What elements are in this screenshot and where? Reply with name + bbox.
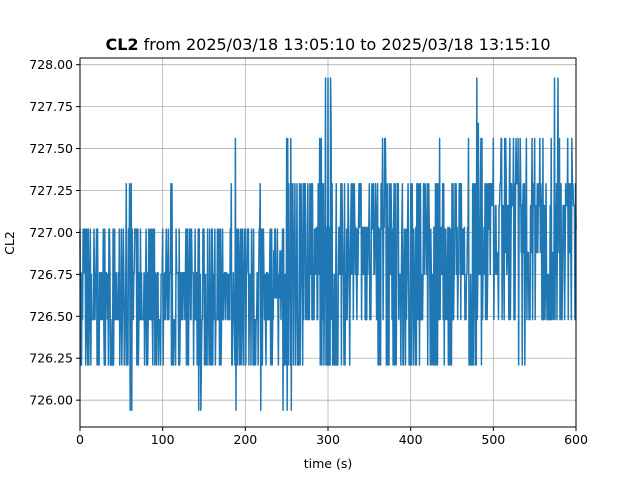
y-axis-label: CL2 <box>2 231 17 255</box>
chart-title-bold: CL2 <box>105 35 138 54</box>
x-tick-label: 500 <box>481 432 505 447</box>
x-tick-label: 400 <box>399 432 423 447</box>
chart-title: CL2 from 2025/03/18 13:05:10 to 2025/03/… <box>105 35 550 54</box>
y-tick-label: 726.50 <box>29 309 73 324</box>
series-line <box>79 77 577 411</box>
axes-layer: 0 100 200 300 400 500 600 726.00 726.25 726.50 726… <box>29 57 588 447</box>
y-tick-label: 727.75 <box>29 99 73 114</box>
y-tick-label: 726.00 <box>29 393 73 408</box>
y-tick-label: 728.00 <box>29 57 73 72</box>
y-tick-label: 726.25 <box>29 351 73 366</box>
x-tick-label: 300 <box>316 432 340 447</box>
y-tick-label: 727.00 <box>29 225 73 240</box>
y-tick-label: 726.75 <box>29 267 73 282</box>
chart-title-rest: from 2025/03/18 13:05:10 to 2025/03/18 1… <box>139 35 551 54</box>
x-tick-label: 200 <box>233 432 257 447</box>
x-tick-label: 100 <box>151 432 175 447</box>
x-tick-label: 0 <box>76 432 84 447</box>
y-tick-label: 727.50 <box>29 141 73 156</box>
x-axis-label: time (s) <box>304 456 352 471</box>
data-layer <box>79 77 577 411</box>
y-tick-label: 727.25 <box>29 183 73 198</box>
x-tick-label: 600 <box>564 432 588 447</box>
